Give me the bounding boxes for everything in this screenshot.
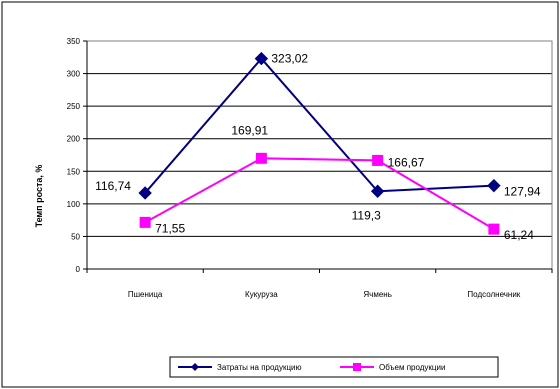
data-point-marker bbox=[487, 178, 501, 193]
data-label: 71,55 bbox=[155, 221, 185, 235]
data-labels: 116,74 323,02 119,3 127,94 71,55 169,91 166,67… bbox=[95, 52, 541, 243]
y-tick-label: 200 bbox=[67, 135, 81, 144]
y-tick-label: 300 bbox=[67, 70, 81, 79]
data-point-marker bbox=[488, 223, 500, 235]
data-label: 169,91 bbox=[231, 123, 268, 137]
data-label: 119,3 bbox=[352, 208, 381, 222]
series-line bbox=[144, 57, 494, 194]
data-label: 116,74 bbox=[95, 179, 131, 193]
data-point-marker bbox=[139, 216, 151, 228]
y-axis-title: Темп роста, % bbox=[34, 165, 44, 228]
legend-marker bbox=[353, 363, 361, 371]
legend: Затраты на продукцию Объем продукции bbox=[169, 356, 499, 378]
axes: 0 50 100 150 200 250 300 350 Пшеница Кукуруза Ячме… bbox=[67, 37, 553, 299]
data-label: 61,24 bbox=[504, 228, 534, 242]
series-line bbox=[144, 157, 495, 230]
x-tick-label: Ячмень bbox=[363, 290, 391, 299]
data-point-marker bbox=[138, 186, 152, 200]
x-tick-label: Подсолнечник bbox=[467, 290, 520, 299]
y-tick-label: 150 bbox=[67, 167, 81, 176]
y-tick-label: 350 bbox=[67, 37, 81, 46]
data-point-marker bbox=[255, 152, 267, 164]
x-tick-label: Кукуруза bbox=[245, 290, 278, 299]
legend-label: Затраты на продукцию bbox=[217, 363, 302, 372]
y-tick-label: 0 bbox=[76, 265, 81, 274]
data-label: 323,02 bbox=[271, 52, 308, 66]
y-tick-label: 50 bbox=[71, 232, 80, 241]
legend-box bbox=[169, 356, 499, 378]
series-layer bbox=[138, 51, 501, 235]
data-label: 127,94 bbox=[504, 185, 541, 199]
y-tick-label: 100 bbox=[67, 200, 81, 209]
x-tick-label: Пшеница bbox=[128, 290, 163, 299]
data-point-marker bbox=[370, 184, 385, 198]
legend-marker bbox=[191, 363, 199, 371]
data-point-marker bbox=[254, 51, 269, 66]
data-label: 166,67 bbox=[388, 155, 425, 169]
data-point-marker bbox=[372, 154, 384, 166]
legend-label: Объем продукции bbox=[379, 363, 445, 372]
y-tick-label: 250 bbox=[67, 102, 81, 111]
